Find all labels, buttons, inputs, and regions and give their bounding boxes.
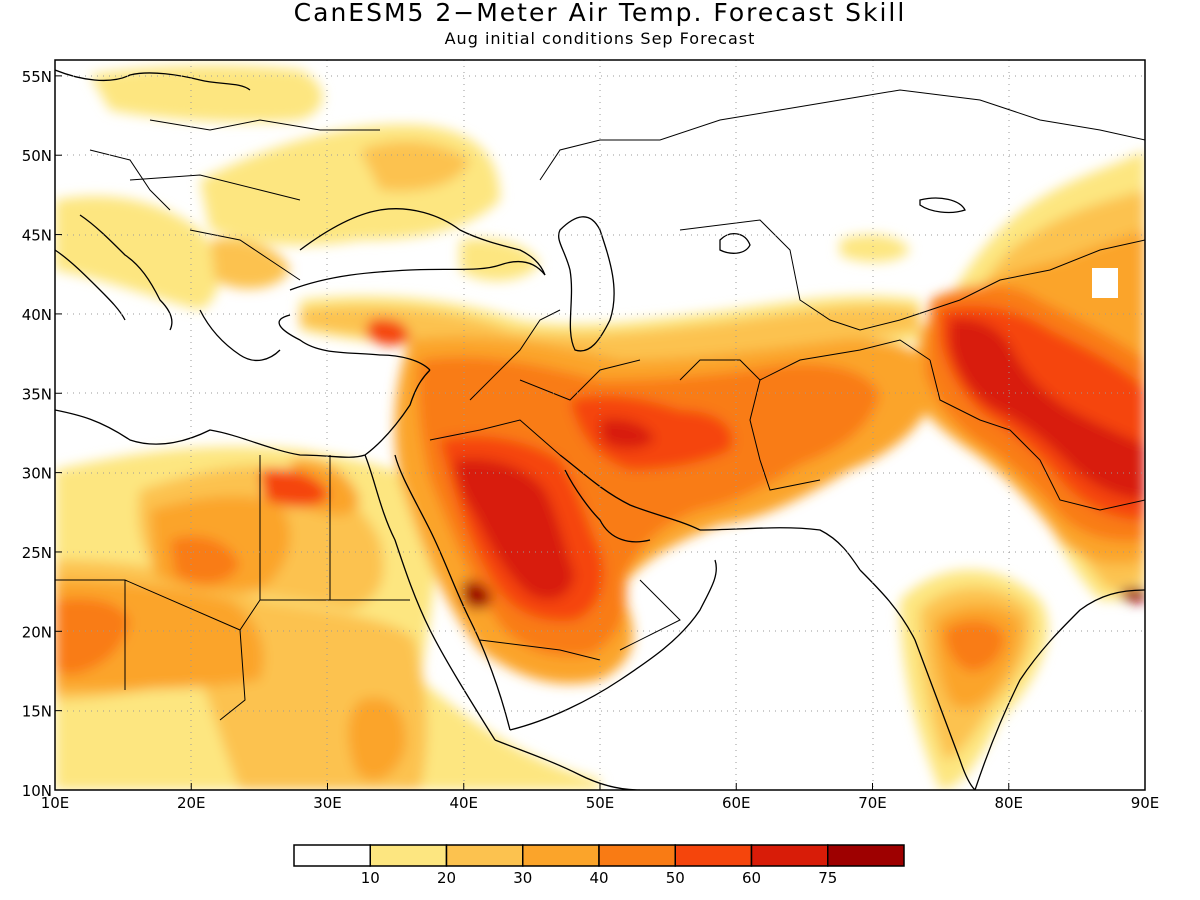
legend-swatch [445, 844, 524, 867]
map-subtitle: Aug initial conditions Sep Forecast [444, 29, 756, 48]
y-tick-label: 25N [22, 544, 52, 562]
colorbar-legend: 10 20 30 40 50 60 75 [293, 844, 905, 887]
legend-swatch [750, 844, 829, 867]
legend-label: 10 [361, 869, 380, 887]
legend-swatch [674, 844, 753, 867]
x-tick-label: 50E [586, 794, 615, 812]
y-tick-label: 20N [22, 623, 52, 641]
skill-level-60-75 [455, 319, 1145, 600]
x-tick-label: 60E [722, 794, 751, 812]
x-tick-label: 80E [994, 794, 1023, 812]
legend-swatch [369, 844, 448, 867]
x-tick-label: 70E [858, 794, 887, 812]
y-tick-label: 45N [22, 227, 52, 245]
y-tick-label: 15N [22, 703, 52, 721]
y-tick-label: 30N [22, 465, 52, 483]
y-tick-label: 10N [22, 782, 52, 800]
legend-swatch [522, 844, 600, 867]
x-tick-label: 10E [41, 794, 70, 812]
legend-swatch [293, 844, 371, 867]
y-tick-label: 35N [22, 385, 52, 403]
country-borders [55, 89, 1145, 721]
legend-swatch [827, 844, 905, 867]
coastlines [55, 69, 1145, 790]
legend-swatch [598, 844, 676, 867]
legend-label: 50 [666, 869, 685, 887]
legend-label: 75 [818, 869, 837, 887]
x-tick-label: 20E [177, 794, 206, 812]
y-tick-label: 40N [22, 306, 52, 324]
x-tick-label: 90E [1131, 794, 1160, 812]
skill-field [55, 65, 1145, 790]
x-tick-label: 40E [449, 794, 478, 812]
legend-label: 40 [589, 869, 608, 887]
legend-label: 30 [513, 869, 532, 887]
x-tick-label: 30E [313, 794, 342, 812]
y-tick-label: 55N [22, 68, 52, 86]
legend-label: 60 [742, 869, 761, 887]
legend-label: 20 [437, 869, 456, 887]
axis-ticks: 10E 20E 30E 40E 50E 60E 70E 80E 90E 10N 15N 20N 25N 3… [22, 68, 1160, 812]
no-skill-patch [1092, 268, 1118, 298]
map-title: CanESM5 2−Meter Air Temp. Forecast Skill [293, 0, 907, 27]
y-tick-label: 50N [22, 147, 52, 165]
